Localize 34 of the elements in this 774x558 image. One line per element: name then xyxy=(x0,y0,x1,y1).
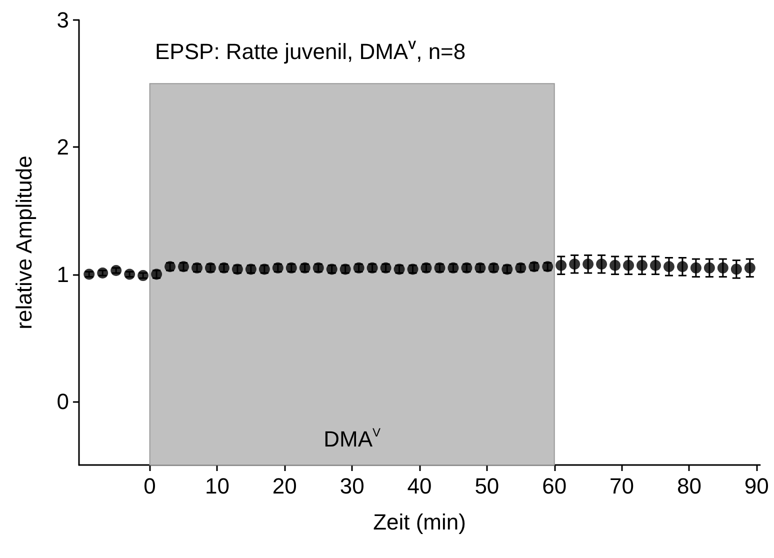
x-tick-label: 80 xyxy=(676,474,702,498)
x-tick-label: 60 xyxy=(542,474,567,498)
point xyxy=(650,260,661,271)
point xyxy=(636,260,648,271)
point xyxy=(717,262,728,274)
point xyxy=(744,262,756,274)
x-tick-label: 0 xyxy=(144,474,156,498)
point xyxy=(569,258,580,270)
point xyxy=(730,264,742,275)
point xyxy=(110,264,122,276)
point xyxy=(582,258,594,270)
x-tick-label: 10 xyxy=(204,474,230,498)
y-axis-title: relative Amplitude xyxy=(12,156,36,330)
point xyxy=(676,261,688,272)
x-tick-label: 50 xyxy=(474,474,500,498)
y-tick-label: 2 xyxy=(56,134,69,160)
x-tick-label: 90 xyxy=(744,474,769,498)
point xyxy=(556,260,567,271)
point xyxy=(596,258,608,270)
x-tick-label: 30 xyxy=(340,474,364,498)
y-tick-label: 1 xyxy=(56,262,69,287)
point xyxy=(138,270,149,282)
x-tick-label: 20 xyxy=(272,474,297,498)
y-tick-label: 3 xyxy=(56,8,69,32)
point xyxy=(610,260,621,271)
point xyxy=(704,262,715,274)
point xyxy=(97,268,108,279)
x-tick-label: 70 xyxy=(610,474,634,498)
point xyxy=(663,261,674,272)
x-axis-title: Zeit (min) xyxy=(373,510,466,534)
y-tick-label: 0 xyxy=(56,388,69,414)
x-tick-label: 40 xyxy=(407,474,432,498)
point xyxy=(623,260,634,271)
point xyxy=(690,262,702,274)
